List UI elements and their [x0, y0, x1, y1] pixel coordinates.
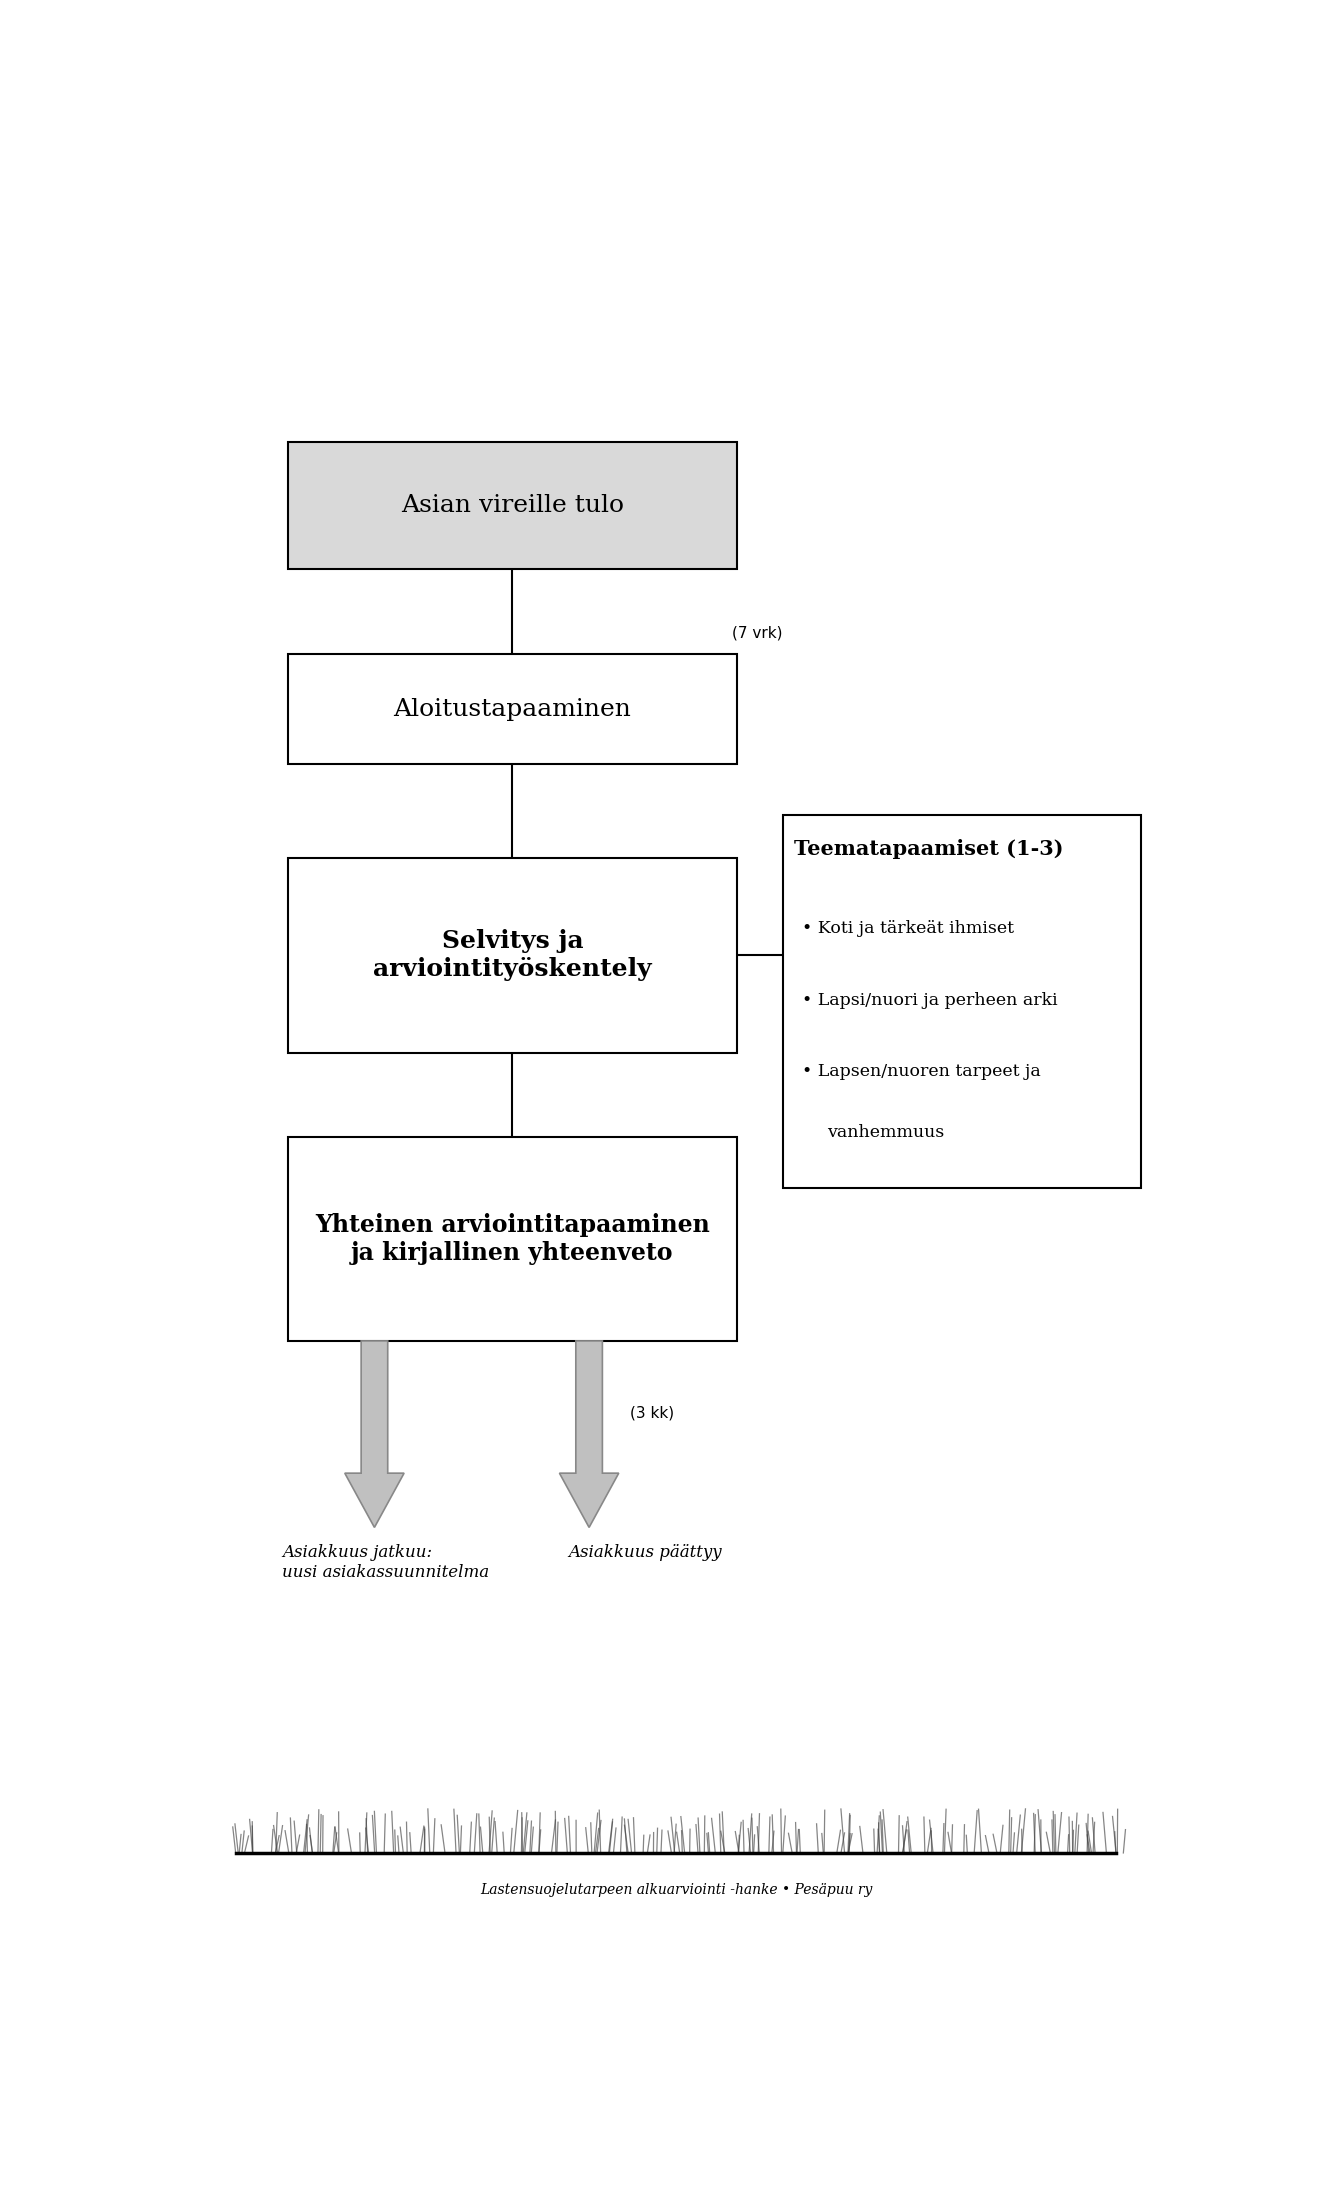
Text: Aloitustapaaminen: Aloitustapaaminen: [393, 698, 632, 720]
Text: Teematapaamiset (1-3): Teematapaamiset (1-3): [794, 839, 1063, 859]
Text: Asiakkuus jatkuu:
uusi asiakassuunnitelma: Asiakkuus jatkuu: uusi asiakassuunnitelm…: [282, 1544, 489, 1581]
Text: • Koti ja tärkeät ihmiset: • Koti ja tärkeät ihmiset: [802, 920, 1014, 938]
FancyBboxPatch shape: [783, 815, 1141, 1189]
FancyBboxPatch shape: [288, 654, 737, 764]
FancyBboxPatch shape: [288, 1138, 737, 1341]
Text: Asiakkuus päättyy: Asiakkuus päättyy: [568, 1544, 723, 1561]
Text: • Lapsen/nuoren tarpeet ja: • Lapsen/nuoren tarpeet ja: [802, 1064, 1041, 1079]
FancyBboxPatch shape: [288, 857, 737, 1053]
Polygon shape: [559, 1341, 619, 1528]
Text: vanhemmuus: vanhemmuus: [827, 1123, 944, 1141]
Text: Selvitys ja
arviointityöskentely: Selvitys ja arviointityöskentely: [373, 929, 652, 982]
Text: Lastensuojelutarpeen alkuarviointi -hanke • Pesäpuu ry: Lastensuojelutarpeen alkuarviointi -hank…: [480, 1883, 872, 1898]
Text: Asian vireille tulo: Asian vireille tulo: [401, 495, 624, 517]
Text: • Lapsi/nuori ja perheen arki: • Lapsi/nuori ja perheen arki: [802, 991, 1058, 1009]
Text: Yhteinen arviointitapaaminen
ja kirjallinen yhteenveto: Yhteinen arviointitapaaminen ja kirjalli…: [315, 1213, 710, 1266]
Polygon shape: [344, 1341, 404, 1528]
Text: (3 kk): (3 kk): [630, 1405, 674, 1420]
Text: (7 vrk): (7 vrk): [732, 625, 782, 641]
FancyBboxPatch shape: [288, 443, 737, 570]
